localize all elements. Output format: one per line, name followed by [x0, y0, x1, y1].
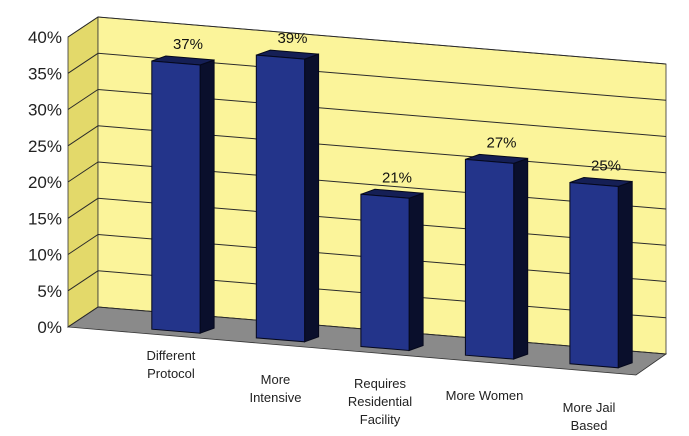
bar [255, 54, 306, 343]
x-tick-label: More Women [446, 388, 524, 403]
bar-side [513, 157, 529, 360]
y-tick-label: 15% [28, 209, 62, 228]
x-tick-label: More Jail [563, 400, 616, 415]
y-tick-label: 10% [28, 246, 62, 265]
y-tick-label: 25% [28, 137, 62, 156]
y-tick-label: 40% [28, 28, 62, 47]
data-label: 25% [591, 158, 621, 175]
x-tick-label: Requires [354, 376, 407, 391]
data-label: 21% [382, 169, 412, 186]
x-tick-label: Protocol [147, 366, 195, 381]
bar [151, 60, 201, 334]
bar-side [617, 180, 633, 369]
bar [360, 193, 410, 352]
gridline [67, 88, 667, 137]
x-tick-label: More [261, 372, 291, 387]
gridline [67, 52, 667, 101]
x-tick-label: Different [147, 348, 196, 363]
x-tick-label: Facility [360, 412, 401, 427]
y-tick-label: 0% [37, 318, 62, 337]
gridline [67, 16, 667, 65]
x-tick-label: Intensive [249, 390, 301, 405]
y-tick-label: 30% [28, 101, 62, 120]
y-tick-label: 35% [28, 64, 62, 83]
bar-side [408, 192, 424, 352]
x-tick-label: Residential [348, 394, 412, 409]
data-label: 39% [277, 30, 307, 47]
bar-side [304, 53, 320, 343]
y-tick-label: 20% [28, 173, 62, 192]
x-tick-label: Based [571, 418, 608, 433]
bar-side [199, 59, 215, 334]
data-label: 27% [486, 134, 516, 151]
y-tick-label: 5% [37, 282, 62, 301]
data-label: 37% [173, 36, 203, 53]
bar [464, 158, 515, 360]
bar [569, 181, 619, 369]
